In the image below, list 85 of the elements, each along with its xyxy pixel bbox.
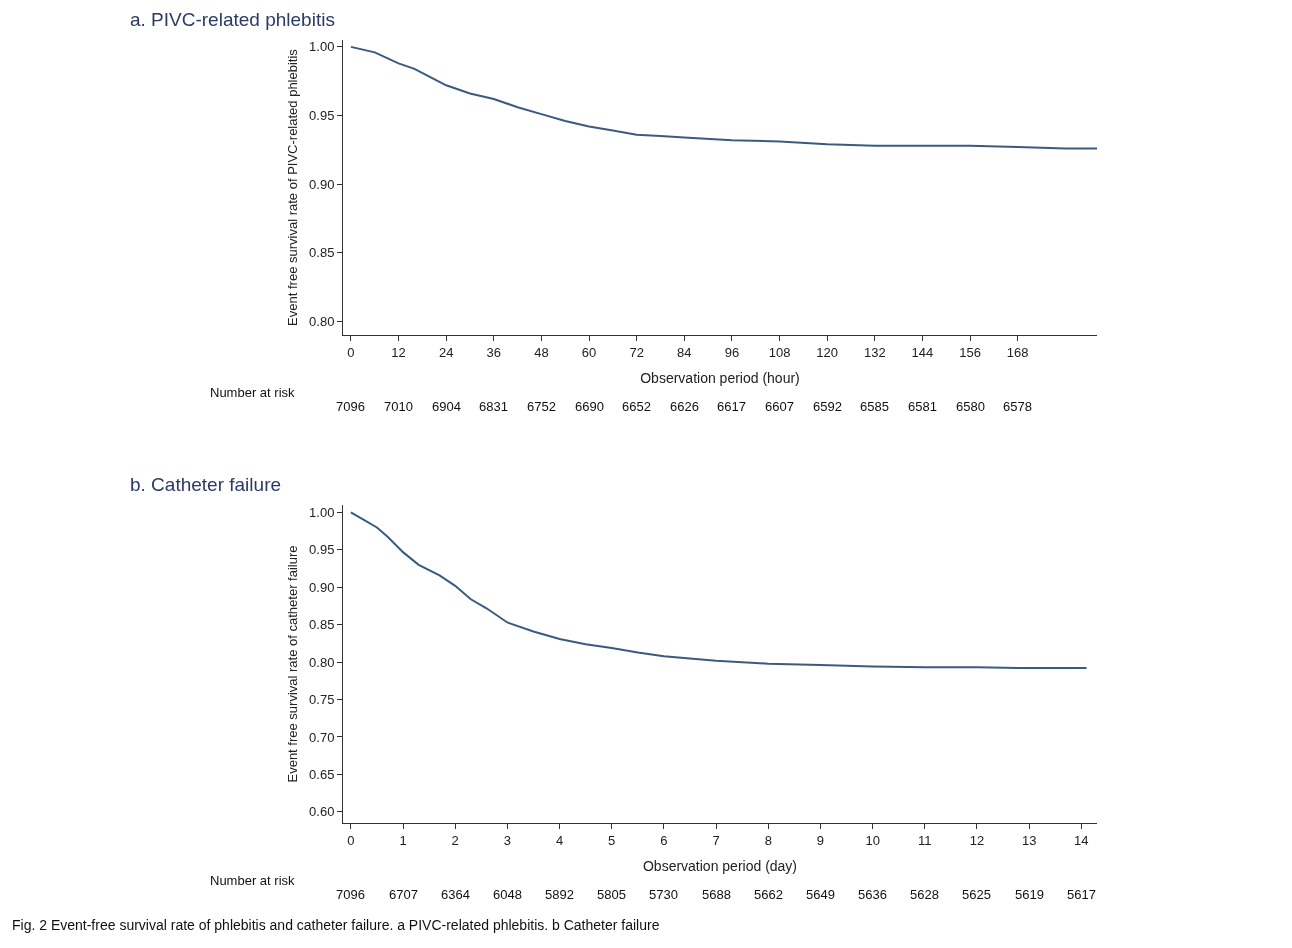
x-tick-label: 36 xyxy=(486,344,502,360)
x-tick-label: 60 xyxy=(581,344,597,360)
y-tick-label: 1.00 xyxy=(309,505,335,521)
x-tick-label: 8 xyxy=(764,832,772,848)
text: 6578 xyxy=(1003,399,1032,414)
text: 6652 xyxy=(622,399,651,414)
y-tick-label: 0.85 xyxy=(309,617,335,633)
y-tick-label: 0.70 xyxy=(309,729,335,745)
x-tick-label: 5 xyxy=(608,832,616,848)
caption: Fig. 2 Event-free survival rate of phlebitis and catheter failure. a PIVC-related phlebitis. b Catheter failure xyxy=(12,917,660,933)
text: 6831 xyxy=(479,399,508,414)
x-tick-label: 12 xyxy=(391,344,406,360)
text: 6364 xyxy=(441,887,470,902)
y-axis-title: Event free survival rate of PIVC-related phlebitis xyxy=(285,48,301,326)
y-tick-label: 1.00 xyxy=(309,39,335,55)
text: 5617 xyxy=(1067,887,1096,902)
y-tick-label: 0.80 xyxy=(309,654,335,670)
text: 5636 xyxy=(858,887,887,902)
x-tick-label: 6 xyxy=(660,832,668,848)
y-tick-label: 0.95 xyxy=(309,542,335,558)
x-tick-label: 2 xyxy=(451,832,459,848)
text: 6707 xyxy=(389,887,418,902)
text: 5662 xyxy=(754,887,783,902)
text: 6581 xyxy=(908,399,937,414)
text: 5619 xyxy=(1015,887,1044,902)
text: 6580 xyxy=(956,399,985,414)
x-tick-label: 132 xyxy=(863,344,886,360)
y-tick-label: 0.95 xyxy=(309,108,335,124)
text: 5805 xyxy=(597,887,626,902)
text: 5688 xyxy=(702,887,731,902)
x-tick-label: 72 xyxy=(629,344,644,360)
x-tick-label: 168 xyxy=(1006,344,1029,360)
x-tick-label: 0 xyxy=(347,832,355,848)
text: 7010 xyxy=(384,399,413,414)
x-tick-label: 144 xyxy=(911,344,934,360)
text: 6048 xyxy=(493,887,522,902)
text: 5649 xyxy=(806,887,835,902)
x-tick-label: 120 xyxy=(816,344,838,360)
x-tick-label: 7 xyxy=(712,832,720,848)
text: 5625 xyxy=(962,887,991,902)
x-tick-label: 4 xyxy=(555,832,564,848)
y-tick-label: 0.65 xyxy=(309,766,335,782)
x-tick-label: 13 xyxy=(1021,832,1037,848)
x-tick-label: 108 xyxy=(768,344,791,360)
y-tick-label: 0.80 xyxy=(309,313,335,329)
y-tick-label: 0.90 xyxy=(309,579,335,595)
text: Number at risk xyxy=(210,873,296,888)
chart-title: a. PIVC-related phlebitis xyxy=(130,9,335,30)
text: 5892 xyxy=(545,887,574,902)
x-tick-label: 48 xyxy=(534,344,549,360)
y-tick-label: 0.60 xyxy=(309,804,335,820)
line-series xyxy=(349,45,1097,150)
chart-title: b. Catheter failure xyxy=(130,474,282,495)
y-tick-label: 0.90 xyxy=(309,176,335,192)
x-tick-label: 0 xyxy=(347,344,355,360)
x-axis-title: Observation period (day) xyxy=(642,857,798,874)
x-tick-label: 1 xyxy=(399,832,407,848)
text: Number at risk xyxy=(210,385,296,400)
x-tick-label: 84 xyxy=(677,344,692,360)
x-tick-label: 14 xyxy=(1074,832,1089,848)
x-tick-label: 9 xyxy=(816,832,825,848)
text: 6607 xyxy=(765,399,794,414)
text: 7096 xyxy=(336,887,365,902)
text: 6592 xyxy=(813,399,842,414)
text: 5730 xyxy=(649,887,678,902)
text: 6617 xyxy=(717,399,746,414)
x-tick-label: 24 xyxy=(438,344,454,360)
text: 7096 xyxy=(336,399,365,414)
line-series xyxy=(349,511,1088,670)
x-tick-label: 3 xyxy=(503,832,511,848)
text: 6690 xyxy=(575,399,604,414)
text: 5628 xyxy=(910,887,939,902)
text: 6626 xyxy=(670,399,699,414)
x-tick-label: 12 xyxy=(969,832,985,848)
x-tick-label: 96 xyxy=(724,344,740,360)
x-tick-label: 11 xyxy=(918,832,932,848)
x-axis-title: Observation period (hour) xyxy=(640,369,800,386)
y-tick-label: 0.85 xyxy=(309,245,335,261)
x-tick-label: 10 xyxy=(865,832,880,848)
text: 6904 xyxy=(432,399,461,414)
text: 6585 xyxy=(860,399,889,414)
text: 6752 xyxy=(527,399,556,414)
y-axis-title: Event free survival rate of catheter failure xyxy=(285,545,301,783)
x-tick-label: 156 xyxy=(959,344,981,360)
y-tick-label: 0.75 xyxy=(309,692,335,708)
